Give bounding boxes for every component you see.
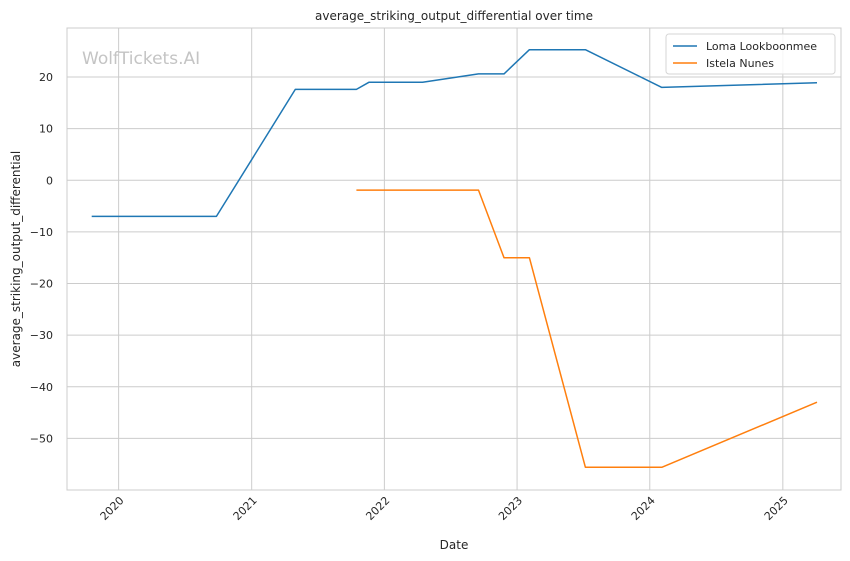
y-tick-label: −10: [30, 226, 53, 239]
legend-label: Istela Nunes: [706, 57, 774, 70]
y-axis-label: average_striking_output_differential: [9, 151, 23, 367]
y-tick-label: −20: [30, 278, 53, 291]
y-tick-label: 20: [39, 71, 53, 84]
plot-area: [66, 27, 842, 491]
y-axis-ticks: 20 10 0 −10 −20 −30 −40 −50: [30, 71, 53, 445]
y-tick-label: −50: [30, 432, 53, 445]
series-lines: [91, 48, 818, 469]
series-line-1: [356, 189, 818, 469]
series-line-0: [91, 48, 818, 218]
y-tick-label: −30: [30, 329, 53, 342]
x-axis-label: Date: [440, 538, 469, 552]
watermark: WolfTickets.AI: [82, 49, 200, 69]
grid: [67, 28, 841, 490]
chart-title: average_striking_output_differential ove…: [315, 9, 593, 23]
legend-box: [665, 33, 836, 75]
y-tick-label: 0: [46, 174, 53, 187]
legend: Loma Lookboonmee Istela Nunes: [665, 33, 836, 75]
y-tick-label: 10: [39, 123, 53, 136]
legend-label: Loma Lookboonmee: [706, 40, 817, 53]
y-tick-label: −40: [30, 381, 53, 394]
